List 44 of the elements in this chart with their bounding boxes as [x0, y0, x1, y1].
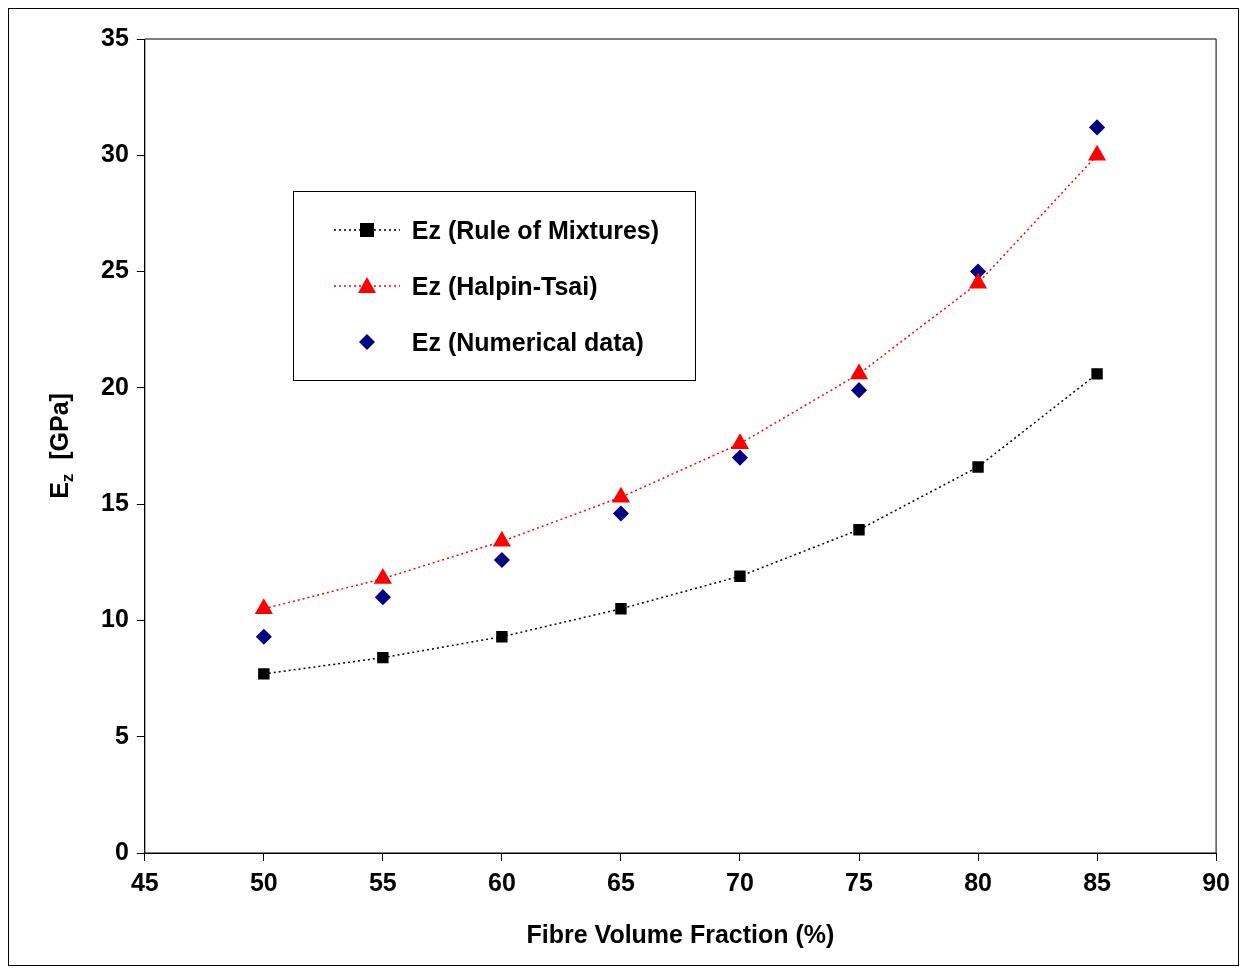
x-tick-label: 85	[1083, 867, 1112, 896]
x-tick-label: 45	[130, 867, 159, 896]
point	[850, 364, 868, 380]
point	[972, 461, 984, 473]
point	[613, 505, 629, 522]
legend-label: Ez (Rule of Mixtures)	[411, 215, 660, 245]
point	[258, 668, 270, 680]
x-axis-title: Fibre Volume Fraction (%)	[526, 919, 835, 948]
x-tick-label: 65	[607, 867, 635, 896]
y-tick-label: 20	[101, 371, 129, 400]
x-tick-label: 90	[1202, 867, 1230, 896]
point	[853, 524, 865, 536]
y-tick-label: 15	[101, 488, 129, 517]
point	[1089, 119, 1105, 136]
legend-label: Ez (Halpin-Tsai)	[411, 271, 598, 301]
point	[375, 589, 391, 605]
y-tick-label: 10	[101, 604, 129, 633]
x-tick-label: 75	[845, 867, 873, 896]
x-tick-label: 60	[488, 867, 516, 896]
y-tick-label: 0	[114, 836, 129, 865]
point	[612, 487, 630, 503]
y-tick-label: 25	[101, 255, 129, 284]
point	[493, 531, 511, 547]
point	[732, 449, 748, 466]
y-tick-label: 35	[101, 22, 129, 51]
point	[851, 382, 867, 398]
point	[255, 599, 273, 615]
point	[969, 273, 987, 289]
point	[496, 631, 508, 643]
x-tick-label: 70	[726, 867, 754, 896]
y-axis-title: Ez [GPa]	[44, 393, 77, 499]
x-tick-label: 55	[368, 867, 397, 896]
legend-label: Ez (Numerical data)	[411, 327, 644, 357]
point	[1091, 368, 1103, 380]
y-tick-label: 5	[114, 720, 129, 749]
point	[615, 603, 627, 615]
point	[1088, 145, 1106, 161]
point	[256, 628, 272, 645]
point	[494, 552, 510, 568]
y-tick-label: 30	[101, 139, 129, 168]
point	[377, 651, 389, 664]
point	[734, 570, 746, 582]
x-tick-label: 50	[249, 867, 278, 896]
x-tick-label: 80	[964, 867, 992, 896]
